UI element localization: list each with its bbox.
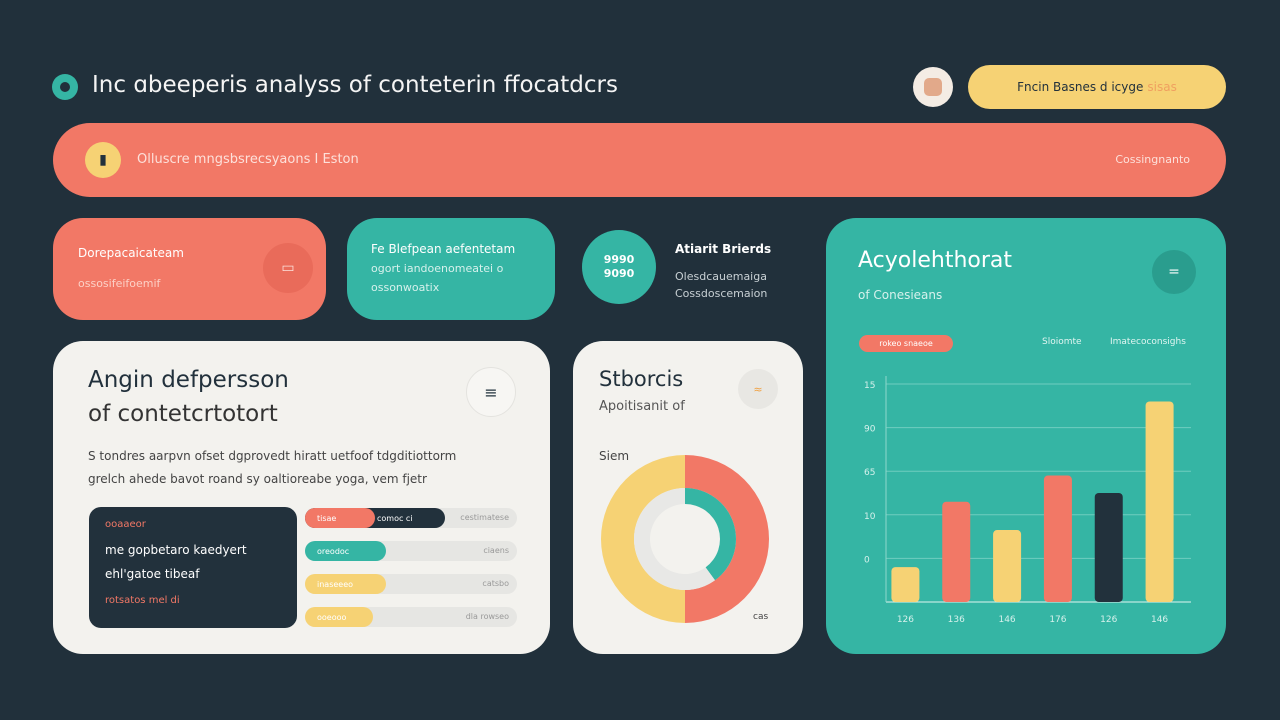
stat-title: Atiarit Brierds [675, 242, 772, 256]
chart-card: Acyolehthorat of Conesieans = rokeo snae… [826, 218, 1226, 654]
header-button-label: Fncin Basnes d icyge [1017, 80, 1144, 94]
chart-icon: ▮ [85, 142, 121, 178]
stat-line: ossonwoatix [371, 281, 440, 294]
paragraph-line: grelch ahede bavot roand sy oaltioreabe … [88, 472, 427, 486]
stat-card-coral[interactable]: Dorepacaicateam ossosifeifoemif ▭ [53, 218, 326, 320]
progress-value: dla rowseo [465, 612, 509, 621]
stat-card-teal[interactable]: Fe Blefpean aefentetam ogort iandoenomea… [347, 218, 555, 320]
bar[interactable] [1094, 493, 1123, 602]
progress-value: cestimatese [460, 513, 509, 522]
donut-card: Stborcis Apoitisanit of ≈ Siem cas [573, 341, 803, 654]
stat-line: Cossdoscemaion [675, 287, 768, 300]
x-tick-label: 146 [998, 615, 1015, 625]
donut-title: Stborcis [599, 367, 684, 391]
legend-item: Imatecoconsighs [1110, 337, 1186, 347]
avatar[interactable] [913, 67, 953, 107]
info-box[interactable]: ooaaeor me gopbetaro kaedyert ehl'gatoe … [89, 507, 297, 628]
y-tick-label: 15 [864, 381, 875, 391]
progress-fill: tisae [305, 508, 375, 528]
progress-fill: oreodoc [305, 541, 386, 561]
progress-value: ciaens [483, 546, 509, 555]
donut-slice [685, 455, 770, 623]
donut-subtitle: Apoitisanit of [599, 399, 685, 414]
donut-chart [600, 455, 770, 623]
progress-value: catsbo [482, 579, 509, 588]
chart-subtitle: of Conesieans [858, 288, 943, 302]
y-tick-label: 65 [864, 468, 875, 478]
x-tick-label: 126 [897, 615, 914, 625]
stat-title: Fe Blefpean aefentetam [371, 242, 516, 256]
y-tick-label: 0 [864, 555, 870, 565]
chart-menu-button[interactable]: = [1152, 250, 1196, 294]
paragraph-line: S tondres aarpvn ofset dgprovedt hiratt … [88, 449, 457, 463]
bar-chart: 15 90 65 10 0 126 136 146 176 126 146 [864, 376, 1191, 625]
y-tick-label: 10 [864, 512, 876, 522]
x-tick-label: 126 [1100, 615, 1117, 625]
info-footer: rotsatos mel di [105, 595, 180, 606]
book-icon[interactable]: ▭ [263, 243, 313, 293]
donut-corner-label: cas [753, 612, 769, 622]
banner[interactable]: ▮ Olluscre mngsbsrecsyaons I Eston Cossi… [53, 123, 1226, 197]
bar[interactable] [891, 567, 920, 602]
stat-title: Dorepacaicateam [78, 246, 184, 260]
bar[interactable] [942, 501, 971, 602]
page-title: Inc ɑbeeperis analyss of conteterin ffoc… [92, 72, 618, 98]
progress-bar[interactable]: inaseeeo catsbo [305, 574, 517, 594]
x-tick-label: 176 [1049, 615, 1066, 625]
legend-item: Sloiomte [1042, 337, 1082, 347]
donut-slice [600, 455, 685, 623]
x-tick-label: 146 [1151, 615, 1168, 625]
progress-fill: ooeooo [305, 607, 373, 627]
analysis-title: Angin defpersson [88, 367, 289, 393]
banner-right-text: Cossingnanto [1115, 153, 1190, 166]
bar[interactable] [1145, 401, 1174, 602]
info-line: ehl'gatoe tibeaf [105, 567, 200, 581]
bar[interactable] [1043, 475, 1072, 602]
progress-fill: inaseeeo [305, 574, 386, 594]
progress-bar[interactable]: oreodoc ciaens [305, 541, 517, 561]
x-tick-label: 136 [948, 615, 965, 625]
y-tick-label: 90 [864, 425, 876, 435]
spark-icon[interactable]: ≈ [738, 369, 778, 409]
info-label: ooaaeor [105, 519, 146, 530]
stat-line: Olesdcauemaiga [675, 270, 767, 283]
analysis-subtitle: of contetcrtotort [88, 401, 278, 427]
analysis-card: Angin defpersson of contetcrtotort ≡ S t… [53, 341, 550, 654]
menu-button[interactable]: ≡ [466, 367, 516, 417]
stat-line: ogort iandoenomeatei o [371, 262, 504, 275]
progress-bar[interactable]: ooeooo dla rowseo [305, 607, 517, 627]
bar[interactable] [993, 530, 1022, 602]
donut-inner-slice [685, 488, 736, 581]
logo-icon [52, 74, 78, 100]
header-button-suffix: sisas [1147, 80, 1177, 94]
chart-filter-pill[interactable]: rokeo snaeoe [859, 335, 953, 352]
info-line: me gopbetaro kaedyert [105, 543, 247, 557]
banner-text: Olluscre mngsbsrecsyaons I Eston [137, 152, 359, 167]
header-action-button[interactable]: Fncin Basnes d icyge sisas [968, 65, 1226, 109]
progress-bar[interactable]: comoc ci tisae cestimatese [305, 508, 517, 528]
badge-line: 9990 [603, 253, 635, 266]
stat-badge: 9990 9090 [582, 230, 656, 304]
donut-label: Siem [599, 449, 630, 463]
donut-inner-slice [634, 488, 715, 590]
stat-subtitle: ossosifeifoemif [78, 277, 161, 290]
chart-title: Acyolehthorat [858, 248, 1013, 273]
badge-line: 9090 [603, 267, 635, 280]
